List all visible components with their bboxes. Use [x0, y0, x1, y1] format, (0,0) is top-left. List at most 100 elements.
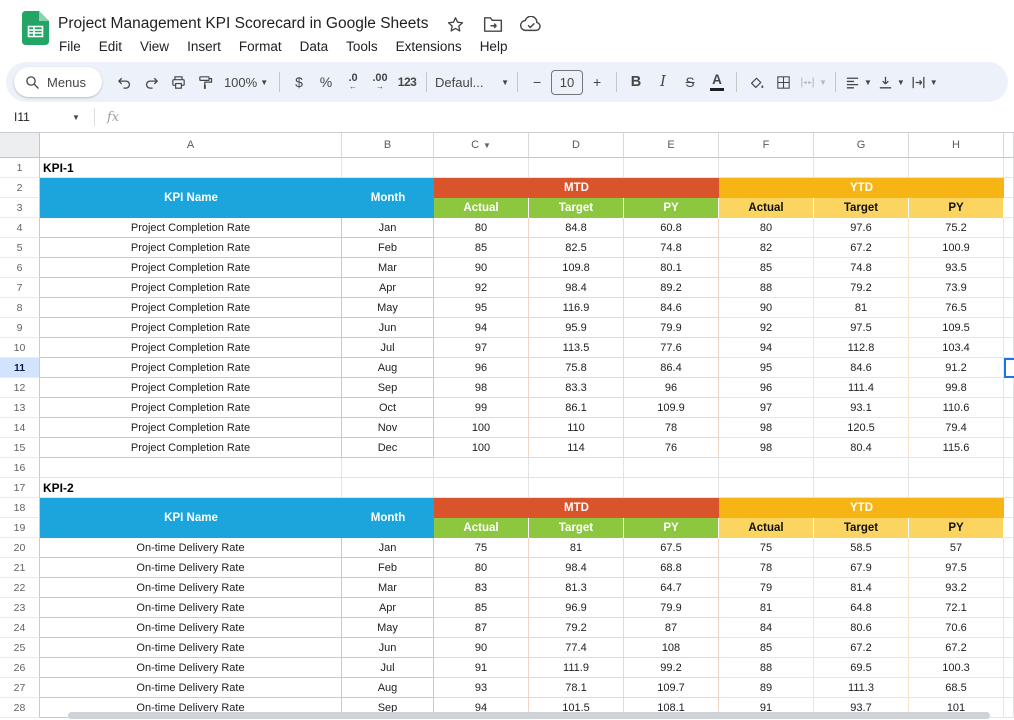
cell-value[interactable]: 81 — [719, 598, 814, 618]
cell[interactable] — [1004, 518, 1014, 538]
header-mtd[interactable]: MTD — [434, 498, 719, 518]
row-number[interactable]: 12 — [0, 378, 40, 398]
font-select[interactable]: Defaul...▼ — [433, 68, 511, 96]
cell[interactable] — [1004, 498, 1014, 518]
cell-value[interactable]: 67.5 — [624, 538, 719, 558]
cell-value[interactable]: 95 — [719, 358, 814, 378]
column-header-c[interactable]: C▼ — [434, 133, 529, 158]
cell-value[interactable]: 67.2 — [909, 638, 1004, 658]
column-header-i[interactable] — [1004, 133, 1014, 158]
cell-value[interactable]: 109.5 — [909, 318, 1004, 338]
cell[interactable] — [1004, 178, 1014, 198]
cell-value[interactable]: 74.8 — [814, 258, 909, 278]
cell-value[interactable]: 86.4 — [624, 358, 719, 378]
row-number[interactable]: 10 — [0, 338, 40, 358]
cell[interactable] — [1004, 478, 1014, 498]
cell-value[interactable]: 84.6 — [624, 298, 719, 318]
cell-section-label[interactable]: KPI-1 — [40, 158, 342, 178]
cell-value[interactable]: 75.2 — [909, 218, 1004, 238]
cell-kpi-name[interactable]: Project Completion Rate — [40, 258, 342, 278]
cell[interactable] — [909, 158, 1004, 178]
cell-kpi-name[interactable]: Project Completion Rate — [40, 358, 342, 378]
cell-kpi-name[interactable]: On-time Delivery Rate — [40, 598, 342, 618]
cell-value[interactable]: 93.1 — [814, 398, 909, 418]
cell-value[interactable]: 79.2 — [814, 278, 909, 298]
row-number[interactable]: 8 — [0, 298, 40, 318]
header-ytd-target[interactable]: Target — [814, 198, 909, 218]
cell[interactable] — [1004, 258, 1014, 278]
italic-button[interactable]: I — [650, 68, 676, 96]
cell[interactable] — [529, 478, 624, 498]
row-number[interactable]: 13 — [0, 398, 40, 418]
cell-kpi-name[interactable]: On-time Delivery Rate — [40, 538, 342, 558]
cell-value[interactable]: 110 — [529, 418, 624, 438]
cell[interactable] — [1004, 678, 1014, 698]
format-percent-button[interactable]: % — [313, 68, 339, 96]
column-header-a[interactable]: A — [40, 133, 342, 158]
cell-month[interactable]: Apr — [342, 278, 434, 298]
cell-kpi-name[interactable]: Project Completion Rate — [40, 278, 342, 298]
cell-value[interactable]: 90 — [719, 298, 814, 318]
menu-file[interactable]: File — [50, 36, 90, 57]
cell[interactable] — [1004, 158, 1014, 178]
row-number[interactable]: 17 — [0, 478, 40, 498]
cell-value[interactable]: 75.8 — [529, 358, 624, 378]
cell-value[interactable]: 98 — [719, 438, 814, 458]
cell-value[interactable]: 82.5 — [529, 238, 624, 258]
cell[interactable] — [1004, 638, 1014, 658]
cell-kpi-name[interactable]: On-time Delivery Rate — [40, 678, 342, 698]
format-currency-button[interactable]: $ — [286, 68, 312, 96]
cell-kpi-name[interactable]: On-time Delivery Rate — [40, 578, 342, 598]
cell-section-label[interactable]: KPI-2 — [40, 478, 342, 498]
cell-value[interactable]: 79 — [719, 578, 814, 598]
name-box[interactable]: I11 — [0, 110, 72, 124]
cell-value[interactable]: 67.9 — [814, 558, 909, 578]
menu-extensions[interactable]: Extensions — [387, 36, 471, 57]
cell-value[interactable]: 79.9 — [624, 598, 719, 618]
cell[interactable] — [1004, 218, 1014, 238]
cell-value[interactable]: 120.5 — [814, 418, 909, 438]
cell-value[interactable]: 80.1 — [624, 258, 719, 278]
cell-month[interactable]: Feb — [342, 558, 434, 578]
horizontal-scrollbar[interactable] — [68, 712, 990, 719]
bold-button[interactable]: B — [623, 68, 649, 96]
cell-value[interactable]: 96 — [624, 378, 719, 398]
cell-month[interactable]: Feb — [342, 238, 434, 258]
cell-value[interactable]: 100.9 — [909, 238, 1004, 258]
cell-value[interactable]: 99.2 — [624, 658, 719, 678]
cell-value[interactable]: 89.2 — [624, 278, 719, 298]
cell-value[interactable]: 98.4 — [529, 278, 624, 298]
cell-value[interactable]: 74.8 — [624, 238, 719, 258]
column-header-d[interactable]: D — [529, 133, 624, 158]
text-color-button[interactable]: A — [704, 68, 730, 96]
cell-kpi-name[interactable]: On-time Delivery Rate — [40, 618, 342, 638]
cell-value[interactable]: 78.1 — [529, 678, 624, 698]
cell[interactable] — [529, 158, 624, 178]
cell-value[interactable]: 88 — [719, 658, 814, 678]
cell-value[interactable]: 72.1 — [909, 598, 1004, 618]
cell-value[interactable]: 70.6 — [909, 618, 1004, 638]
cell-value[interactable]: 80.4 — [814, 438, 909, 458]
cell-value[interactable]: 103.4 — [909, 338, 1004, 358]
cell[interactable] — [1004, 538, 1014, 558]
cell-value[interactable]: 96 — [434, 358, 529, 378]
column-header-b[interactable]: B — [342, 133, 434, 158]
cell-value[interactable]: 84 — [719, 618, 814, 638]
cell-value[interactable]: 109.9 — [624, 398, 719, 418]
cell[interactable] — [1004, 658, 1014, 678]
cell-value[interactable]: 81 — [814, 298, 909, 318]
row-number[interactable]: 28 — [0, 698, 40, 718]
row-number[interactable]: 6 — [0, 258, 40, 278]
row-number[interactable]: 14 — [0, 418, 40, 438]
cell[interactable] — [1004, 278, 1014, 298]
cell-month[interactable]: Apr — [342, 598, 434, 618]
row-number[interactable]: 2 — [0, 178, 40, 198]
cell-value[interactable]: 81 — [529, 538, 624, 558]
selected-cell[interactable] — [1004, 358, 1014, 378]
header-ytd-py[interactable]: PY — [909, 518, 1004, 538]
grid-corner[interactable] — [0, 133, 40, 158]
cell[interactable] — [1004, 378, 1014, 398]
cell-value[interactable]: 87 — [434, 618, 529, 638]
cell[interactable] — [909, 458, 1004, 478]
cell-kpi-name[interactable]: Project Completion Rate — [40, 298, 342, 318]
